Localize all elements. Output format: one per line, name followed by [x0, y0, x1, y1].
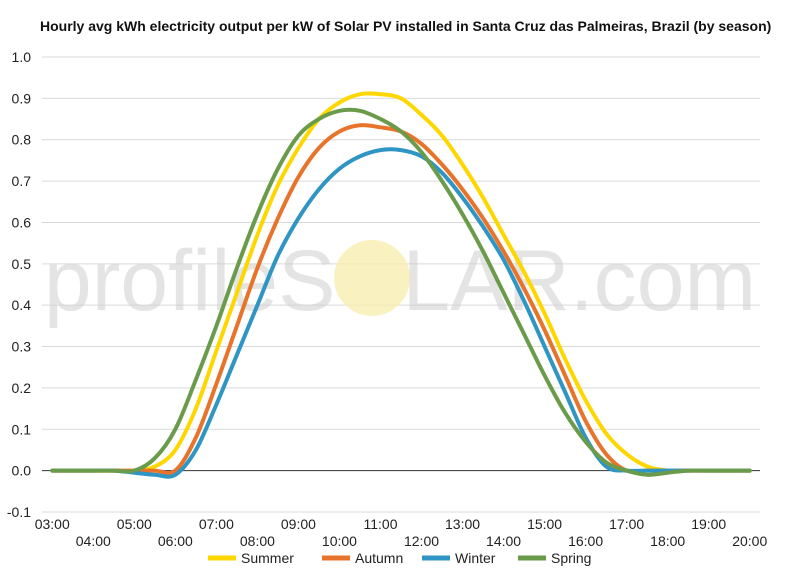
watermark: profileSOLAR.com — [44, 233, 756, 329]
x-tick-label: 04:00 — [76, 533, 111, 549]
x-tick-label: 20:00 — [732, 533, 767, 549]
watermark-sun-icon — [334, 240, 410, 316]
x-tick-label: 11:00 — [363, 516, 397, 532]
y-tick-label: 0.8 — [12, 132, 32, 148]
grid-lines — [42, 56, 760, 513]
legend-label-winter: Winter — [455, 550, 496, 566]
x-axis: 03:00 05:00 07:00 09:00 11:00 13:00 15:00 17:00… — [35, 516, 768, 549]
y-axis: -0.1 0.0 0.1 0.2 0.3 0.4 0.5 0.6 0.7 0.8 0.9 1.0 — [7, 49, 31, 520]
x-tick-label: 18:00 — [650, 533, 685, 549]
x-tick-label: 08:00 — [240, 533, 275, 549]
y-tick-label: 0.1 — [12, 421, 32, 437]
legend-label-spring: Spring — [551, 550, 591, 566]
x-tick-label: 09:00 — [281, 516, 316, 532]
y-tick-label: 1.0 — [12, 49, 32, 65]
x-tick-label: 05:00 — [117, 516, 152, 532]
x-tick-label: 15:00 — [527, 516, 562, 532]
series-lines — [50, 91, 752, 479]
x-tick-label: 07:00 — [199, 516, 234, 532]
legend: Summer Autumn Winter Spring — [208, 550, 591, 566]
y-tick-label: 0.7 — [12, 173, 32, 189]
x-tick-label: 10:00 — [322, 533, 357, 549]
x-tick-label: 06:00 — [158, 533, 193, 549]
x-tick-label: 16:00 — [568, 533, 603, 549]
x-tick-label: 19:00 — [691, 516, 726, 532]
y-tick-label: 0.6 — [12, 214, 32, 230]
x-tick-label: 13:00 — [445, 516, 480, 532]
x-tick-label: 12:00 — [404, 533, 439, 549]
series-line-summer — [50, 91, 752, 473]
x-tick-label: 03:00 — [35, 516, 70, 532]
y-tick-label: 0.9 — [12, 90, 32, 106]
y-tick-label: 0.4 — [12, 297, 32, 313]
y-tick-label: 0.2 — [12, 380, 32, 396]
y-tick-label: 0.3 — [12, 339, 32, 355]
x-tick-label: 14:00 — [486, 533, 521, 549]
x-tick-label: 17:00 — [609, 516, 644, 532]
y-tick-label: 0.5 — [12, 256, 32, 272]
legend-label-autumn: Autumn — [355, 550, 403, 566]
series-line-spring — [50, 107, 752, 477]
y-tick-label: 0.0 — [12, 463, 32, 479]
y-tick-label: -0.1 — [7, 504, 31, 520]
chart-title: Hourly avg kWh electricity output per kW… — [40, 18, 772, 34]
legend-label-summer: Summer — [241, 550, 294, 566]
